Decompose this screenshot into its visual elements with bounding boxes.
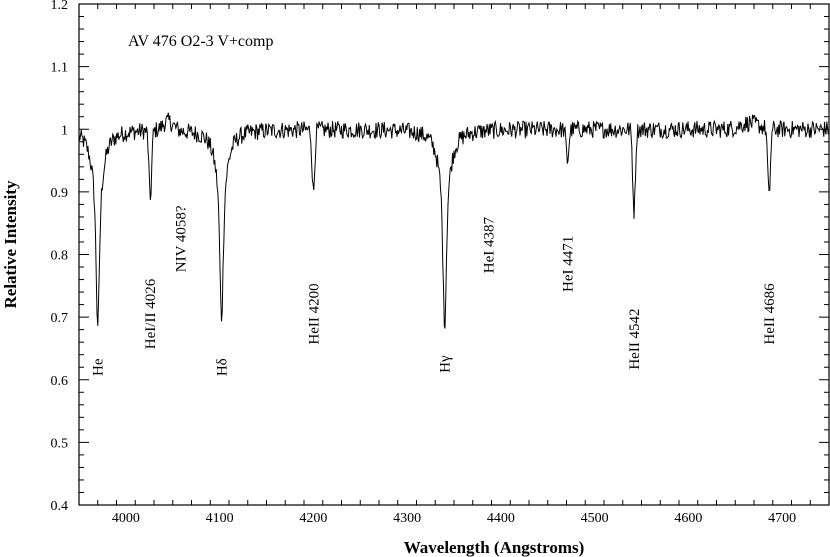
line-label: HeI 4387 xyxy=(482,216,498,273)
y-tick-label: 0.9 xyxy=(51,186,69,201)
line-label: HeI 4471 xyxy=(560,236,576,292)
y-tick-label: 1 xyxy=(61,123,68,138)
y-tick-label: 0.4 xyxy=(51,499,69,514)
x-tick-label: 4600 xyxy=(674,511,702,526)
line-label: HeII 4200 xyxy=(306,283,322,344)
y-tick-label: 0.8 xyxy=(51,249,69,264)
axis-tick-labels: 4000 4100 4200 4300 4400 4500 4600 4700 0.4 0.5 0.… xyxy=(51,0,797,526)
y-tick-label: 0.5 xyxy=(51,436,69,451)
line-label: He xyxy=(91,358,107,376)
line-label: Hδ xyxy=(215,358,231,376)
x-tick-label: 4500 xyxy=(581,511,609,526)
x-tick-label: 4400 xyxy=(487,511,515,526)
x-axis-title: Wavelength (Angstroms) xyxy=(404,538,585,557)
line-label: HeI/II 4026 xyxy=(143,278,159,349)
x-tick-label: 4000 xyxy=(112,511,140,526)
plot-title: AV 476 O2-3 V+comp xyxy=(128,33,273,50)
line-label: HeII 4686 xyxy=(762,283,778,345)
y-tick-label: 0.6 xyxy=(51,374,69,389)
y-tick-label: 1.2 xyxy=(51,0,69,13)
line-label: NIV 4058? xyxy=(173,205,189,272)
x-tick-label: 4100 xyxy=(206,511,234,526)
y-tick-label: 0.7 xyxy=(51,311,69,326)
y-tick-label: 1.1 xyxy=(51,61,69,76)
line-label: HeII 4542 xyxy=(627,308,643,369)
line-labels: He HeI/II 4026 NIV 4058? Hδ HeII 4200 Hγ HeI 4… xyxy=(91,205,778,376)
line-label: Hγ xyxy=(438,355,454,373)
spectrum-line xyxy=(78,112,829,329)
x-tick-label: 4700 xyxy=(768,511,796,526)
x-tick-label: 4200 xyxy=(299,511,327,526)
y-axis-title: Relative Intensity xyxy=(1,180,20,308)
axis-ticks xyxy=(78,3,830,506)
x-tick-label: 4300 xyxy=(393,511,421,526)
